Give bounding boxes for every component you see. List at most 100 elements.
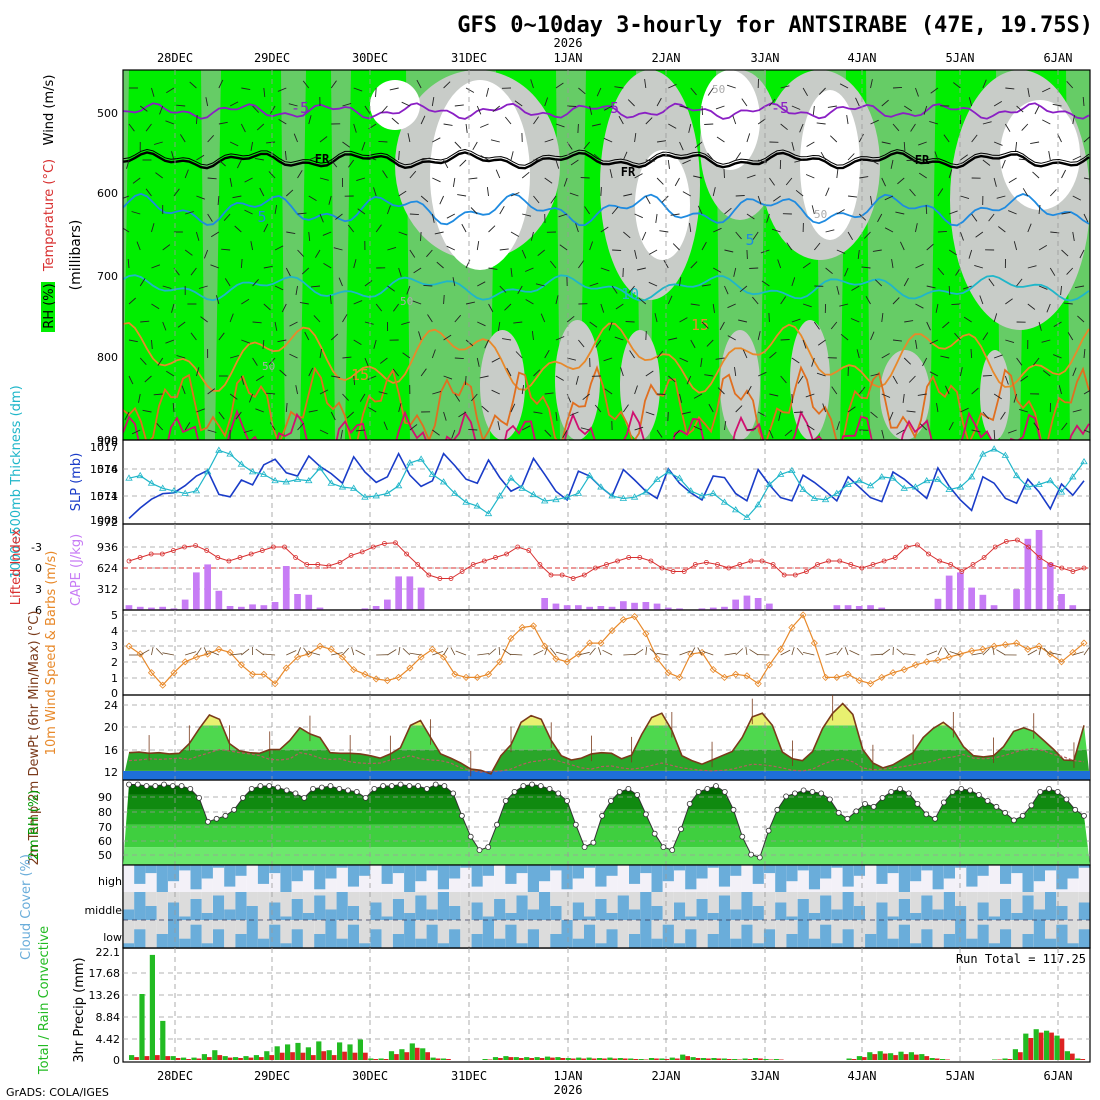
cloud-middle-bar xyxy=(426,909,438,920)
lifted-index-point xyxy=(992,544,998,550)
wind-speed-point xyxy=(249,670,257,678)
wind-barb xyxy=(486,187,489,197)
cloud-low-bar xyxy=(763,929,776,948)
lifted-index-point xyxy=(1026,544,1031,550)
wind-barb xyxy=(988,278,995,287)
date-label-top: 30DEC xyxy=(352,51,388,65)
cloud-high-bar xyxy=(696,865,708,879)
wind-barb xyxy=(712,187,716,197)
precip-convective-bar xyxy=(643,1059,649,1060)
lifted-index-point xyxy=(304,562,310,567)
wind-barb xyxy=(1030,141,1040,145)
precip-convective-bar xyxy=(695,1058,701,1060)
wind-barb xyxy=(795,189,804,197)
precip-total-bar xyxy=(732,1059,738,1060)
cloud-middle-bar xyxy=(505,913,517,920)
cloud-low-bar xyxy=(842,929,854,948)
wind-barb xyxy=(563,177,568,187)
precip-total-bar xyxy=(201,1054,207,1060)
cloud-high-bar xyxy=(449,865,461,879)
wind-barb xyxy=(982,374,992,377)
cape-bar xyxy=(653,603,661,610)
cloud-middle-bar xyxy=(201,913,213,920)
wind-barb xyxy=(1038,647,1042,656)
cloud-middle-bar xyxy=(887,916,899,920)
cloud-high-bar xyxy=(325,865,337,879)
cape-bar xyxy=(541,598,548,610)
wind-barb xyxy=(351,646,355,656)
contour-label: 15 xyxy=(351,366,369,384)
cloud-bg xyxy=(651,920,663,948)
cloud-bg xyxy=(797,865,809,892)
wind-barb xyxy=(353,87,363,92)
rh-very-dry-region xyxy=(370,80,420,130)
rh-point xyxy=(660,844,667,850)
cape-bar xyxy=(170,608,178,610)
wind-barb xyxy=(757,118,766,125)
wind-barb xyxy=(431,349,436,359)
lifted-index-point xyxy=(126,558,132,564)
wind-barb xyxy=(240,258,243,269)
wind-barb xyxy=(555,651,568,656)
wind-barb xyxy=(974,264,984,269)
wind-barb xyxy=(1034,105,1040,115)
rh-point xyxy=(870,803,877,810)
cloud-middle-bar xyxy=(1045,892,1057,920)
wind-barb xyxy=(1020,375,1029,382)
wind-barb xyxy=(766,213,770,223)
wind-barb xyxy=(929,339,939,345)
lifted-index-point xyxy=(381,541,387,546)
cloud-high-bar xyxy=(572,865,584,879)
cloud-high-bar xyxy=(775,865,787,892)
rh-point xyxy=(1072,806,1079,813)
wind-barb xyxy=(735,231,742,240)
wind-barb xyxy=(338,277,343,287)
wind-barb xyxy=(890,159,894,169)
wind-barb xyxy=(769,351,777,359)
cloud-bg xyxy=(123,920,135,948)
rh-point xyxy=(511,789,518,795)
cloud-bg xyxy=(201,892,213,920)
precip-total-bar xyxy=(440,1058,447,1060)
wind-barb xyxy=(477,321,486,327)
tick-label: 0 xyxy=(35,562,42,575)
wind-barb xyxy=(778,411,782,421)
cloud-bg xyxy=(494,865,506,892)
cloud-high-bar xyxy=(190,865,202,890)
wind-barb xyxy=(806,141,815,147)
wind-barb xyxy=(255,648,265,656)
wind-barb xyxy=(196,195,205,200)
cloud-low-bar xyxy=(415,938,427,948)
cloud-middle-bar xyxy=(797,899,809,920)
rh-point xyxy=(423,786,430,792)
cloud-high-bar xyxy=(179,865,191,871)
wind-barb xyxy=(128,339,138,343)
wind-barb xyxy=(954,332,961,341)
wind-barb xyxy=(142,409,152,413)
wind-barb xyxy=(816,372,826,377)
wind-barb xyxy=(592,123,601,127)
wind-barb xyxy=(244,177,253,183)
wind-barb xyxy=(455,650,467,656)
tick-label: 312 xyxy=(97,583,118,596)
wind-barb xyxy=(196,647,202,656)
cloud-bg xyxy=(201,920,213,948)
wind-barb xyxy=(713,267,722,273)
wind-barb xyxy=(549,647,557,656)
precip-convective-bar xyxy=(654,1058,659,1060)
wind-barb xyxy=(497,421,501,431)
cloud-bg xyxy=(988,865,1000,892)
wind-barb xyxy=(904,320,914,323)
wind-barb xyxy=(786,242,793,251)
rh-point xyxy=(380,783,387,789)
wind-barb xyxy=(308,156,318,161)
lifted-index-point xyxy=(870,562,876,567)
wind-barb xyxy=(458,411,467,418)
wind-barb xyxy=(959,367,963,377)
wind-barb xyxy=(817,339,826,346)
cloud-high-bar xyxy=(595,865,607,887)
wind-speed-point xyxy=(125,642,133,650)
wind-barb xyxy=(889,411,894,421)
cloud-low-bar xyxy=(201,943,213,948)
cloud-bg xyxy=(1045,865,1057,892)
